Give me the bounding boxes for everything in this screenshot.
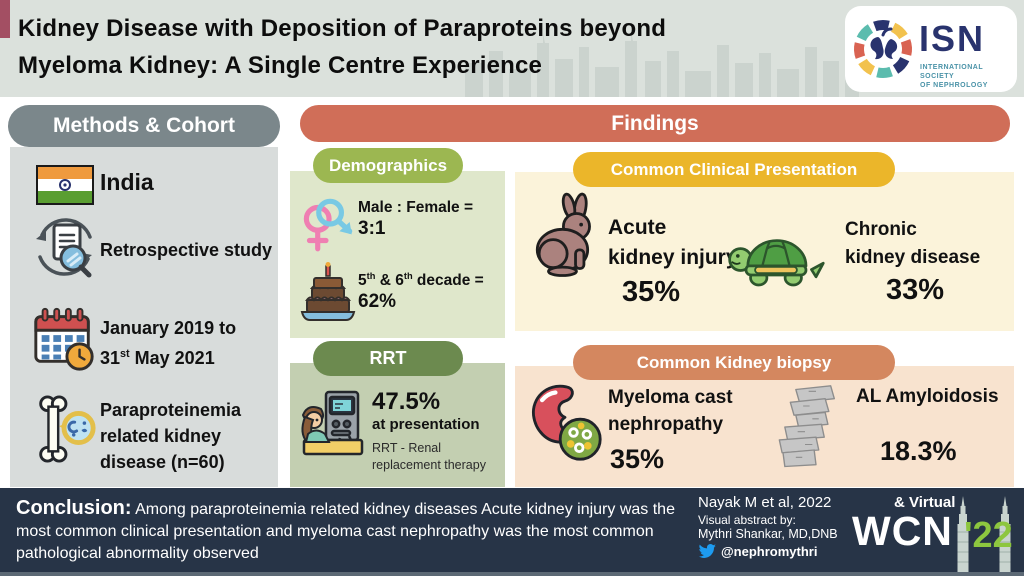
amyloidosis-label: AL Amyloidosis xyxy=(856,386,999,407)
tower-icon xyxy=(999,496,1011,572)
poster-title-line2: Myeloma Kidney: A Single Centre Experien… xyxy=(18,52,543,79)
credits-block: Nayak M et al, 2022 Visual abstract by: … xyxy=(698,494,858,559)
dialysis-machine-icon xyxy=(301,390,364,456)
conclusion-label: Conclusion: xyxy=(16,497,132,519)
methods-cohort-heading: Methods & Cohort xyxy=(8,105,280,147)
twitter-icon xyxy=(698,544,716,558)
poster-title: Kidney Disease with Deposition of Parapr… xyxy=(18,10,828,84)
kidney-microscopy-icon xyxy=(532,384,602,461)
wcn-year: '22 xyxy=(964,514,1013,555)
decade-value: 62% xyxy=(358,291,397,313)
twitter-handle: @nephromythri xyxy=(721,544,818,559)
clinical-presentation-heading: Common Clinical Presentation xyxy=(573,152,895,187)
gender-symbols-icon xyxy=(303,198,353,252)
kidney-biopsy-panel xyxy=(515,366,1014,487)
conclusion-text: Among paraproteinemia related kidney dis… xyxy=(16,501,675,562)
wcn-acronym: WCN xyxy=(852,508,953,554)
twitter-row: @nephromythri xyxy=(698,544,858,559)
sex-ratio-label: Male : Female = 3:1 xyxy=(358,199,474,239)
myeloma-cast-label: Myeloma cast nephropathy xyxy=(608,387,733,435)
demographics-heading: Demographics xyxy=(313,148,463,183)
corner-accent-stripe xyxy=(0,0,10,38)
rabbit-icon xyxy=(535,192,591,277)
isn-logo: ISN INTERNATIONAL SOCIETY OF NEPHROLOGY xyxy=(845,6,1017,92)
wcn-prefix: & Virtual xyxy=(894,494,956,511)
footer: Conclusion: Among paraproteinemia relate… xyxy=(0,488,1024,576)
tower-icon xyxy=(957,496,969,572)
turtle-icon xyxy=(728,239,825,287)
decade-label: 5th & 6th decade = 62% xyxy=(358,271,484,313)
citation: Nayak M et al, 2022 xyxy=(698,494,832,511)
isn-tagline: INTERNATIONAL SOCIETY OF NEPHROLOGY xyxy=(920,64,988,89)
conclusion: Conclusion: Among paraproteinemia relate… xyxy=(16,497,676,565)
ckd-label: Chronic kidney disease xyxy=(845,219,981,268)
isn-emblem-icon xyxy=(854,19,912,78)
country-label: India xyxy=(100,169,154,195)
myeloma-cast-value: 35% xyxy=(610,444,665,474)
study-period-label: January 2019 to 31st May 2021 xyxy=(100,318,237,368)
rrt-caption: at presentation xyxy=(372,416,480,433)
wcn-logo: & Virtual WCN '22 xyxy=(852,490,1016,574)
aki-value: 35% xyxy=(622,276,681,308)
poster-title-line1: Kidney Disease with Deposition of Parapr… xyxy=(18,15,667,42)
kidney-biopsy-heading: Common Kidney biopsy xyxy=(573,345,895,380)
india-flag-icon xyxy=(36,165,94,205)
sex-ratio-value: 3:1 xyxy=(358,218,386,239)
header: Kidney Disease with Deposition of Parapr… xyxy=(0,0,1024,97)
footer-baseline xyxy=(0,572,1024,576)
methods-cohort-panel: India Retrospective study xyxy=(10,147,278,487)
birthday-cake-icon xyxy=(300,262,356,321)
cohort-label: Paraproteinemia related kidney disease (… xyxy=(100,400,242,472)
retrospective-study-icon xyxy=(36,218,92,278)
calendar-icon xyxy=(34,307,94,371)
isn-abbr: ISN xyxy=(919,18,986,59)
ckd-value: 33% xyxy=(886,274,945,306)
bone-microscopy-icon xyxy=(39,395,96,463)
amyloidosis-value: 18.3% xyxy=(880,436,957,466)
study-type-label: Retrospective study xyxy=(100,240,273,260)
rrt-footnote: RRT - Renal replacement therapy xyxy=(372,441,486,472)
aki-label: Acute kidney injury xyxy=(608,216,738,269)
rrt-value: 47.5% xyxy=(372,388,441,415)
findings-heading: Findings xyxy=(300,105,1010,142)
rrt-heading: RRT xyxy=(313,341,463,376)
credit-intro: Visual abstract by: xyxy=(698,513,796,527)
city-skyline-background xyxy=(465,33,859,97)
credit-name: Mythri Shankar, MD,DNB xyxy=(698,527,838,541)
amyloid-deposit-icon xyxy=(778,385,836,468)
